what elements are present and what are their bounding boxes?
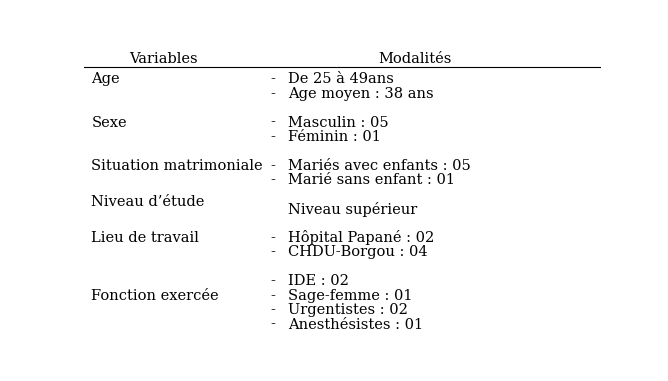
Text: Age moyen : 38 ans: Age moyen : 38 ans [288, 87, 434, 101]
Text: Situation matrimoniale: Situation matrimoniale [92, 159, 263, 173]
Text: Urgentistes : 02: Urgentistes : 02 [288, 303, 408, 317]
Text: Mariés avec enfants : 05: Mariés avec enfants : 05 [288, 159, 471, 173]
Text: -: - [270, 231, 275, 245]
Text: Sexe: Sexe [92, 115, 127, 130]
Text: Anesthésistes : 01: Anesthésistes : 01 [288, 317, 423, 331]
Text: Masculin : 05: Masculin : 05 [288, 115, 389, 130]
Text: Féminin : 01: Féminin : 01 [288, 130, 381, 144]
Text: -: - [270, 87, 275, 101]
Text: Hôpital Papané : 02: Hôpital Papané : 02 [288, 231, 434, 245]
Text: -: - [270, 159, 275, 173]
Text: -: - [270, 173, 275, 187]
Text: -: - [270, 72, 275, 86]
Text: Fonction exercée: Fonction exercée [92, 289, 219, 303]
Text: -: - [270, 289, 275, 303]
Text: De 25 à 49ans: De 25 à 49ans [288, 72, 394, 86]
Text: -: - [270, 274, 275, 288]
Text: -: - [270, 130, 275, 144]
Text: Niveau d’étude: Niveau d’étude [92, 195, 204, 209]
Text: -: - [270, 317, 275, 331]
Text: Lieu de travail: Lieu de travail [92, 231, 199, 245]
Text: IDE : 02: IDE : 02 [288, 274, 349, 288]
Text: -: - [270, 115, 275, 130]
Text: Age: Age [92, 72, 120, 86]
Text: Sage-femme : 01: Sage-femme : 01 [288, 289, 413, 303]
Text: -: - [270, 245, 275, 259]
Text: Modalités: Modalités [378, 52, 452, 66]
Text: Niveau supérieur: Niveau supérieur [288, 202, 418, 217]
Text: Variables: Variables [130, 52, 198, 66]
Text: Marié sans enfant : 01: Marié sans enfant : 01 [288, 173, 455, 187]
Text: -: - [270, 303, 275, 317]
Text: CHDU-Borgou : 04: CHDU-Borgou : 04 [288, 245, 428, 259]
